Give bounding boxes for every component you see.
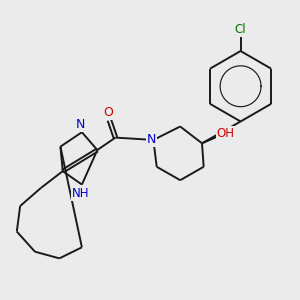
Text: NH: NH bbox=[72, 188, 89, 200]
Text: O: O bbox=[103, 106, 113, 118]
Text: N: N bbox=[76, 118, 85, 131]
Text: N: N bbox=[147, 134, 156, 146]
Text: OH: OH bbox=[217, 127, 235, 140]
Text: Cl: Cl bbox=[235, 23, 246, 36]
